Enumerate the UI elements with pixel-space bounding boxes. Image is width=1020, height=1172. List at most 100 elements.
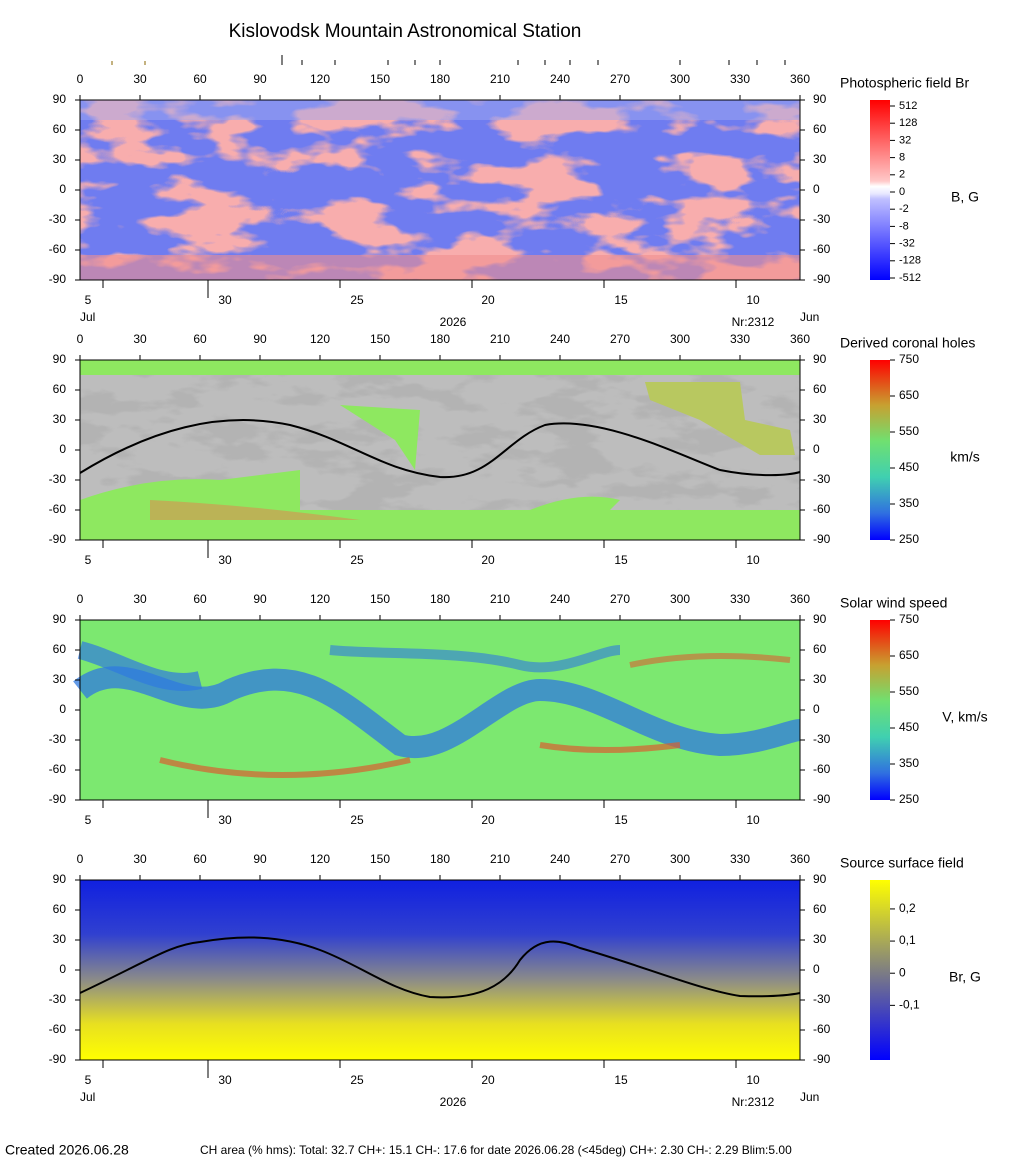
date-tick-label: 10 [746,293,760,307]
y-tick-label: 60 [53,382,67,396]
date-tick-label: 5 [85,1073,92,1087]
x-tick-label: 30 [133,72,147,86]
colorbar-label: 550 [899,684,919,698]
colorbar-label: 350 [899,496,919,510]
source-surface-map [79,880,801,1060]
y-tick-label: 0 [59,962,66,976]
y-tick-label: -60 [49,762,67,776]
x-tick-label: 270 [610,592,630,606]
figure-title: Kislovodsk Mountain Astronomical Station [229,21,582,42]
panel-title: Source surface field [840,855,964,871]
y-tick-label-right: 90 [813,92,827,106]
colorbar-label: -2 [899,203,909,215]
x-tick-label: 0 [77,332,84,346]
year: 2026 [440,315,467,329]
colorbar [870,360,890,540]
x-tick-label: 60 [193,332,207,346]
y-tick-label-right: 90 [813,872,827,886]
x-tick-label: 210 [490,72,510,86]
y-tick-label-right: 0 [813,442,820,456]
y-tick-label-right: 60 [813,642,827,656]
y-tick-label-right: 30 [813,412,827,426]
colorbar-label: 750 [899,612,919,626]
date-tick-label: 10 [746,1073,760,1087]
y-tick-label-right: 90 [813,612,827,626]
x-tick-label: 330 [730,332,750,346]
x-tick-label: 60 [193,852,207,866]
x-tick-label: 180 [430,592,450,606]
y-tick-label-right: -60 [813,762,831,776]
colorbar-label: -128 [899,255,921,267]
y-tick-label: -30 [49,732,67,746]
x-tick-label: 330 [730,592,750,606]
y-tick-label: 0 [59,442,66,456]
colorbar-label: 650 [899,388,919,402]
x-tick-label: 0 [77,72,84,86]
colorbar-label: 8 [899,152,905,164]
y-tick-label-right: -30 [813,472,831,486]
y-tick-label: 30 [53,932,67,946]
y-tick-label-right: 0 [813,182,820,196]
y-tick-label: 60 [53,642,67,656]
y-tick-label: -60 [49,1022,67,1036]
date-tick-label: 25 [350,293,364,307]
start-month: Jul [80,310,95,324]
y-tick-label: 90 [53,352,67,366]
panel-title: Photospheric field Br [840,75,970,91]
y-tick-label: -30 [49,212,67,226]
x-tick-label: 270 [610,72,630,86]
colorbar-label: 32 [899,134,911,146]
date-tick-label: 25 [350,553,364,567]
colorbar-label: 250 [899,792,919,806]
colorbar-label: 350 [899,756,919,770]
x-tick-label: 360 [790,852,810,866]
end-month: Jun [800,310,819,324]
y-tick-label: -60 [49,502,67,516]
unit-label: B, G [951,189,979,205]
colorbar-label: -8 [899,220,909,232]
date-tick-label: 5 [85,813,92,827]
carrington-markers [111,55,786,65]
colorbar-label: -512 [899,272,921,284]
date-tick-label: 20 [481,813,495,827]
date-tick-label: 15 [614,293,628,307]
date-tick-label: 5 [85,293,92,307]
ch-area: CH area (% hms): Total: 32.7 CH+: 15.1 C… [200,1143,792,1157]
colorbar-label: 450 [899,720,919,734]
x-tick-label: 60 [193,72,207,86]
x-tick-label: 120 [310,592,330,606]
y-tick-label: 90 [53,92,67,106]
y-tick-label: 60 [53,122,67,136]
x-tick-label: 150 [370,852,390,866]
x-tick-label: 180 [430,852,450,866]
y-tick-label: 0 [59,182,66,196]
date-tick-label: 15 [614,553,628,567]
x-tick-label: 360 [790,332,810,346]
y-tick-label-right: -60 [813,1022,831,1036]
y-tick-label: -60 [49,242,67,256]
x-tick-label: 330 [730,852,750,866]
y-tick-label: 30 [53,152,67,166]
y-tick-label-right: 0 [813,962,820,976]
x-tick-label: 300 [670,852,690,866]
y-tick-label: 60 [53,902,67,916]
x-tick-label: 90 [253,852,267,866]
colorbar-label: 450 [899,460,919,474]
y-tick-label: -90 [49,792,67,806]
x-tick-label: 30 [133,852,147,866]
y-tick-label: 90 [53,872,67,886]
colorbar-label: 250 [899,532,919,546]
y-tick-label-right: -30 [813,732,831,746]
date-tick-label: 10 [746,553,760,567]
y-tick-label: 0 [59,702,66,716]
x-tick-label: 180 [430,332,450,346]
x-tick-label: 150 [370,72,390,86]
y-tick-label: -90 [49,532,67,546]
colorbar-label: 0 [899,186,905,198]
y-tick-label-right: -30 [813,212,831,226]
y-tick-label-right: -90 [813,1052,831,1066]
unit-label: V, km/s [942,709,987,725]
y-tick-label-right: 30 [813,672,827,686]
colorbar [870,100,890,280]
